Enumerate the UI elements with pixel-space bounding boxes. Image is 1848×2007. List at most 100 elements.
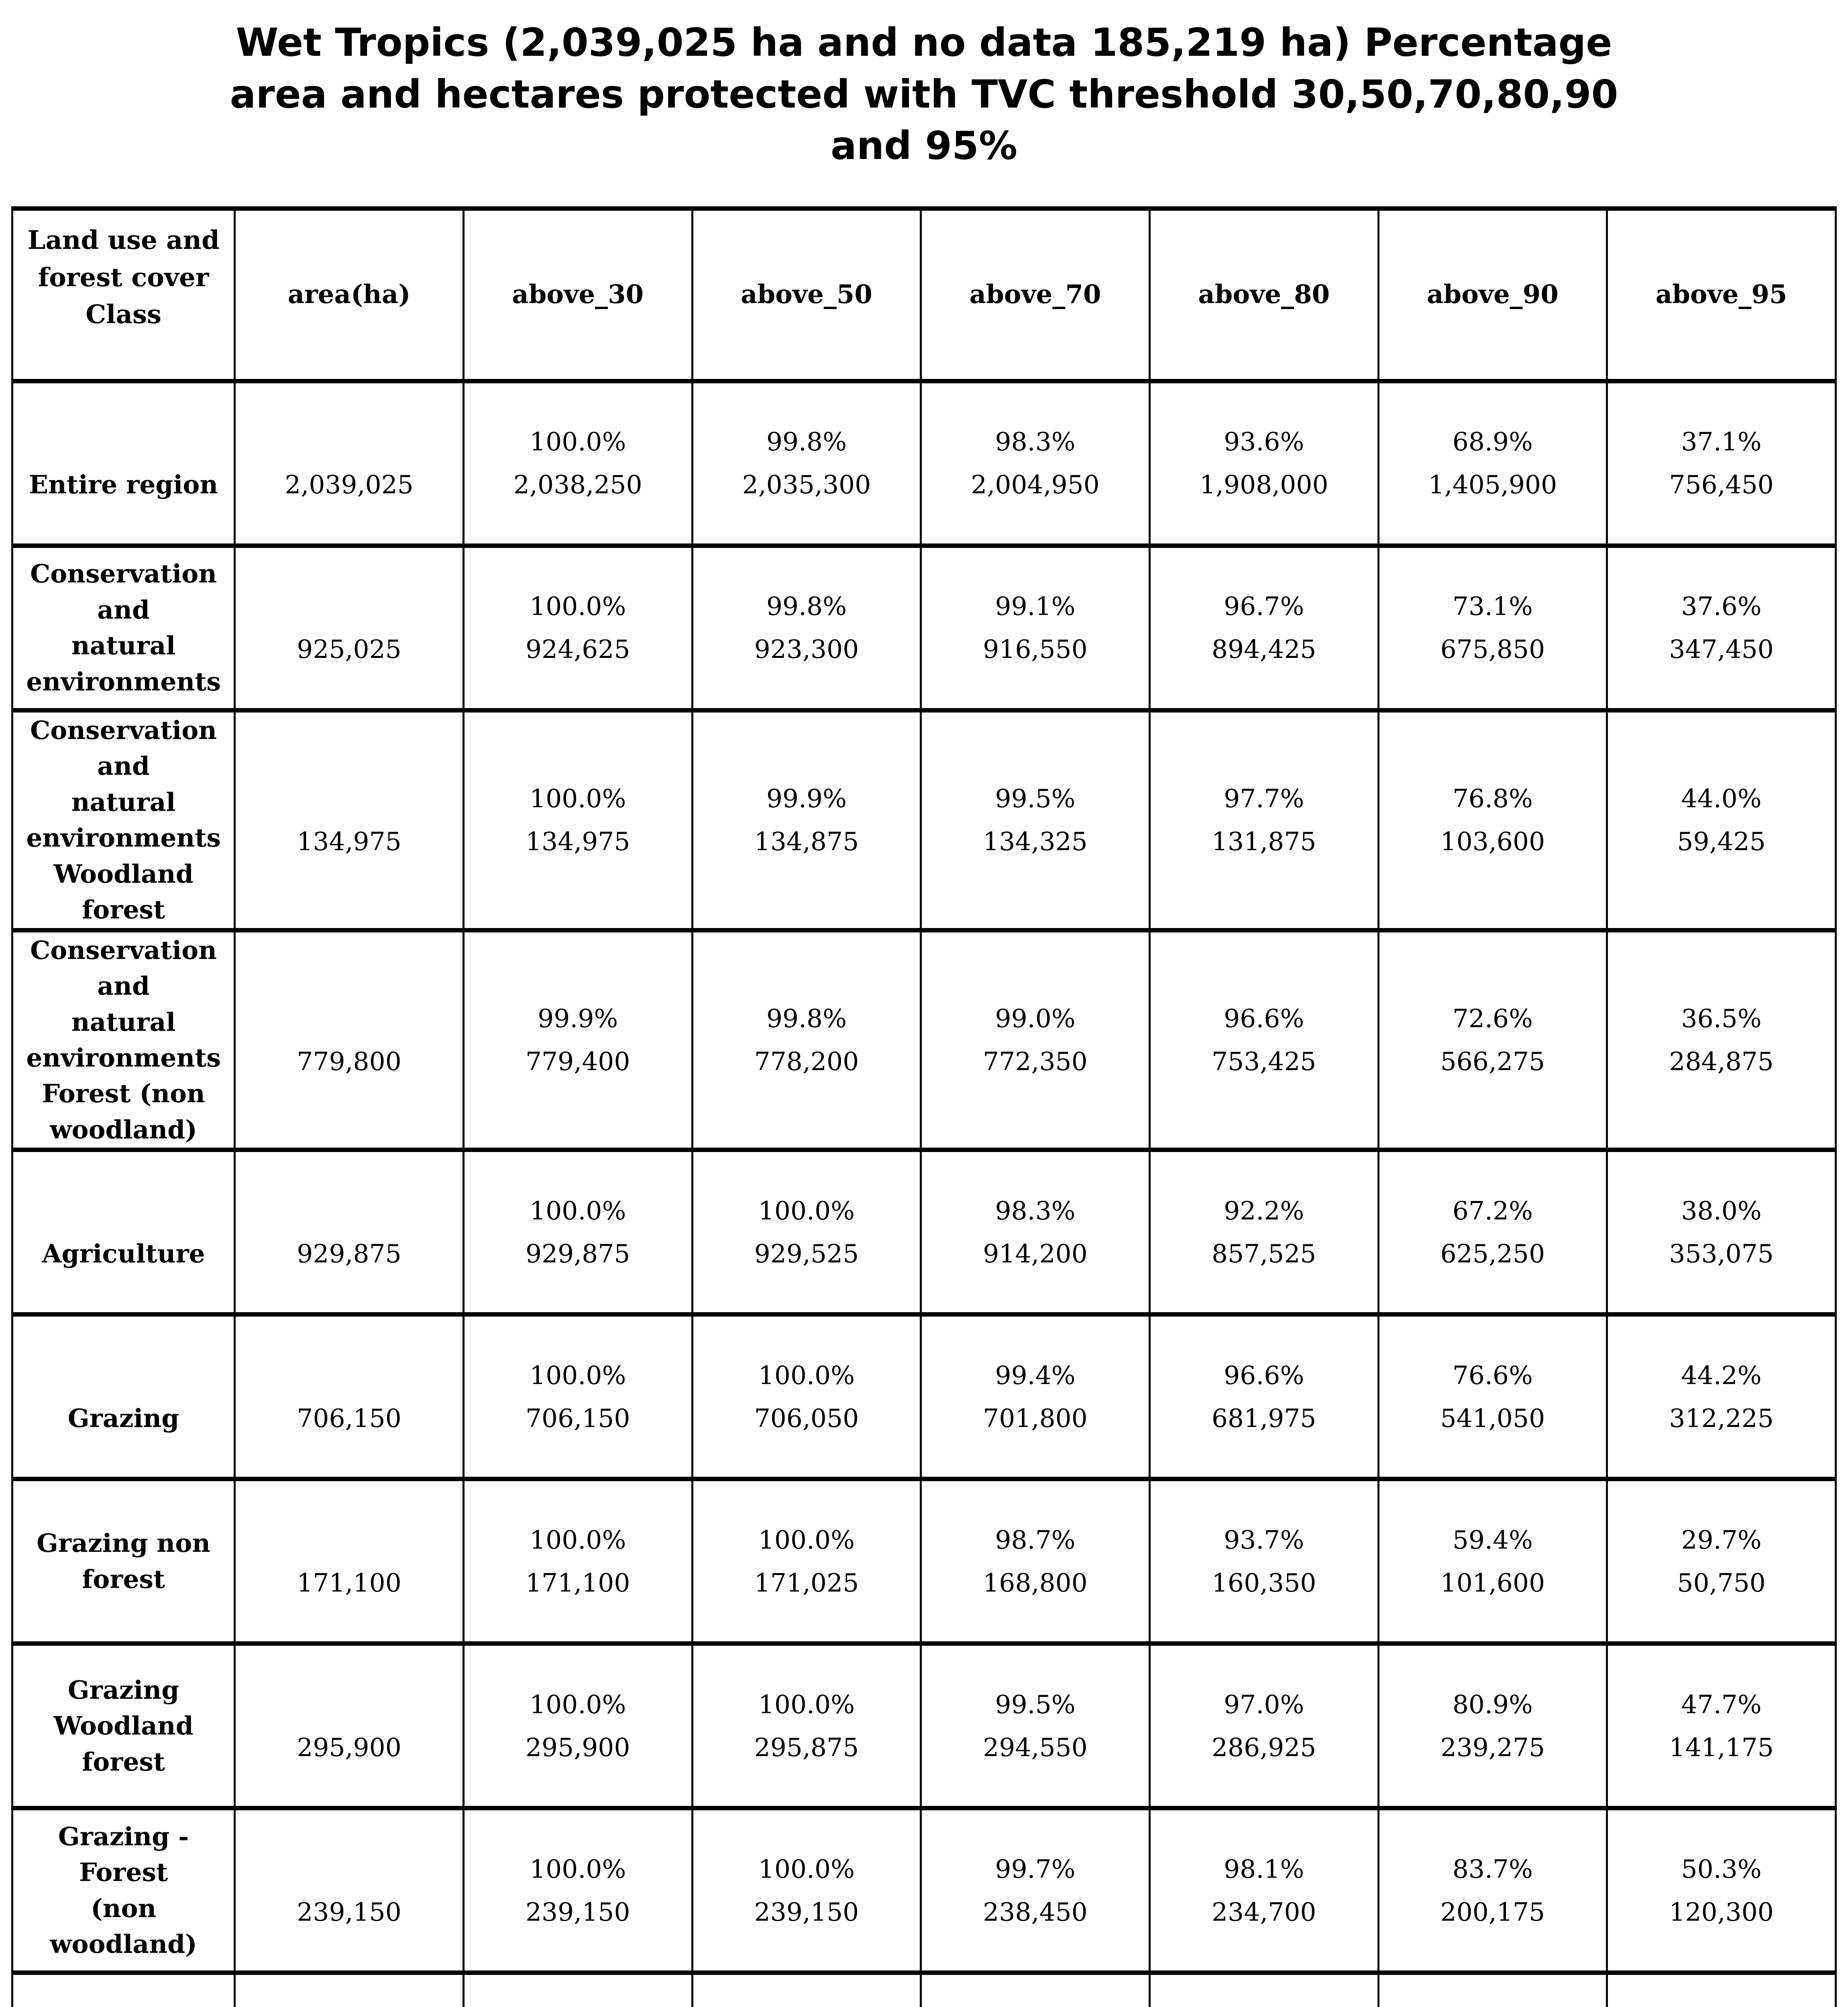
- spacer-line: [20, 1193, 227, 1236]
- area-cell: 779,800: [234, 928, 465, 1152]
- pct-value: 99.8%: [766, 427, 847, 457]
- area-cell: 2,039,025: [234, 379, 465, 548]
- spacer-line: [242, 1683, 456, 1726]
- pct-value: 99.8%: [766, 592, 847, 621]
- pct-value: 44.0%: [1681, 784, 1762, 814]
- area-cell: 171,100: [234, 1477, 465, 1646]
- ha-value: 779,400: [525, 1046, 630, 1076]
- pct-value: 73.1%: [1452, 592, 1533, 621]
- spacer-line: [242, 997, 456, 1040]
- area-value: 295,900: [297, 1732, 401, 1762]
- col-header-above-70: above_70: [920, 206, 1151, 383]
- pct-value: 97.7%: [1224, 784, 1304, 814]
- pct-value: 99.8%: [766, 1004, 847, 1033]
- col-header-above-95: above_95: [1606, 206, 1837, 383]
- pct-value: 100.0%: [530, 1196, 626, 1225]
- threshold-cell: 76.8% 103,600: [1377, 708, 1608, 932]
- spacer-line: [242, 585, 456, 628]
- row-label: Conservation and natural environments Wo…: [26, 715, 221, 925]
- row-label-cell: Grazing - Forest (non woodland): [11, 1806, 236, 1975]
- ha-value: 59,425: [1677, 827, 1766, 857]
- threshold-cell: 47.7% 141,175: [1606, 1641, 1837, 1811]
- threshold-cell: 44.2% 312,225: [1606, 1312, 1837, 1482]
- threshold-cell: 99.8% 2,035,300: [691, 379, 922, 548]
- ha-value: 171,100: [525, 1568, 630, 1598]
- ha-value: 234,700: [1211, 1897, 1316, 1927]
- area-cell: 925,025: [234, 543, 465, 712]
- threshold-cell: 99.9% 134,875: [691, 708, 922, 932]
- pct-value: 59.4%: [1452, 1525, 1533, 1555]
- area-cell: 239,150: [234, 1806, 465, 1975]
- pct-value: 100.0%: [530, 1689, 626, 1719]
- ha-value: 566,275: [1440, 1046, 1545, 1076]
- pct-value: 98.7%: [995, 1525, 1076, 1555]
- ha-value: 134,875: [754, 827, 859, 857]
- threshold-cell: 99.9% 779,400: [462, 928, 693, 1152]
- pct-value: 100.0%: [758, 1196, 855, 1225]
- threshold-cell: 78.2%130,775: [1148, 1970, 1379, 2007]
- threshold-cell: 92.2% 857,525: [1148, 1148, 1379, 1317]
- pct-value: 99.5%: [995, 784, 1076, 814]
- row-label-cell: Grazing Woodland forest: [11, 1641, 236, 1811]
- ha-value: 772,350: [983, 1046, 1088, 1076]
- threshold-cell: 100.0% 171,025: [691, 1477, 922, 1646]
- threshold-cell: 93.7% 160,350: [1148, 1477, 1379, 1646]
- row-label-cell: Conservation and natural environments: [11, 543, 236, 712]
- threshold-cell: 100.0% 295,900: [462, 1641, 693, 1811]
- row-label: Grazing - Forest (non woodland): [50, 1821, 197, 1959]
- ha-value: 239,150: [525, 1897, 630, 1927]
- ha-value: 706,050: [754, 1403, 859, 1433]
- threshold-cell: 100.0% 706,150: [462, 1312, 693, 1482]
- threshold-cell: 96.6% 753,425: [1148, 928, 1379, 1152]
- pct-value: 100.0%: [530, 1360, 626, 1390]
- ha-value: 286,925: [1211, 1732, 1316, 1762]
- ha-value: 134,975: [525, 827, 630, 857]
- pct-value: 100.0%: [530, 784, 626, 814]
- threshold-cell: 99.9%167,000: [691, 1970, 922, 2007]
- area-value: 134,975: [297, 827, 401, 857]
- row-label: Entire region: [29, 470, 218, 500]
- row-label-cell: Entire region: [11, 379, 236, 548]
- ha-value: 171,025: [754, 1568, 859, 1598]
- threshold-cell: 94.8%158,500: [920, 1970, 1151, 2007]
- threshold-cell: 18.5%30,925: [1606, 1970, 1837, 2007]
- pct-value: 37.6%: [1681, 592, 1762, 621]
- ha-value: 353,075: [1669, 1239, 1774, 1268]
- pct-value: 99.7%: [995, 1854, 1076, 1884]
- table-row: Grazing Woodland forest 295,900 100.0% 295…: [11, 1641, 1837, 1811]
- ha-value: 756,450: [1669, 470, 1774, 500]
- ha-value: 701,800: [983, 1403, 1088, 1433]
- ha-value: 134,325: [983, 827, 1088, 857]
- threshold-cell: 83.7% 200,175: [1377, 1806, 1608, 1975]
- area-cell: 929,875: [234, 1148, 465, 1317]
- ha-value: 914,200: [983, 1239, 1088, 1268]
- pct-value: 44.2%: [1681, 1360, 1762, 1390]
- threshold-cell: 98.3% 2,004,950: [920, 379, 1151, 548]
- ha-value: 675,850: [1440, 635, 1545, 664]
- threshold-cell: 97.7% 131,875: [1148, 708, 1379, 932]
- ha-value: 916,550: [983, 635, 1088, 664]
- ha-value: 101,600: [1440, 1568, 1545, 1598]
- pct-value: 99.9%: [538, 1004, 618, 1033]
- ha-value: 295,875: [754, 1732, 859, 1762]
- pct-value: 50.3%: [1681, 1854, 1762, 1884]
- spacer-line: [20, 1358, 227, 1400]
- page-title: Wet Tropics (2,039,025 ha and no data 18…: [230, 20, 1618, 169]
- table-row: Grazing non forest 171,100 100.0% 171,100 1…: [11, 1477, 1837, 1646]
- row-label: Agriculture: [42, 1238, 205, 1268]
- threshold-cell: 100.0% 929,875: [462, 1148, 693, 1317]
- table-row: Conservation and natural environments 92…: [11, 543, 1837, 712]
- pct-value: 99.4%: [995, 1360, 1076, 1390]
- table-row: Cropping 167,250100.0%167,25099.9%167,00…: [11, 1970, 1837, 2007]
- ha-value: 541,050: [1440, 1403, 1545, 1433]
- pct-value: 100.0%: [530, 1854, 626, 1884]
- pct-value: 100.0%: [758, 1689, 855, 1719]
- threshold-cell: 68.9% 1,405,900: [1377, 379, 1608, 548]
- pct-value: 97.0%: [1224, 1689, 1304, 1719]
- threshold-cell: 38.0%63,575: [1377, 1970, 1608, 2007]
- ha-value: 753,425: [1211, 1046, 1316, 1076]
- pct-value: 100.0%: [530, 1525, 626, 1555]
- ha-value: 312,225: [1669, 1403, 1774, 1433]
- ha-value: 857,525: [1211, 1239, 1316, 1268]
- ha-value: 141,175: [1669, 1732, 1774, 1762]
